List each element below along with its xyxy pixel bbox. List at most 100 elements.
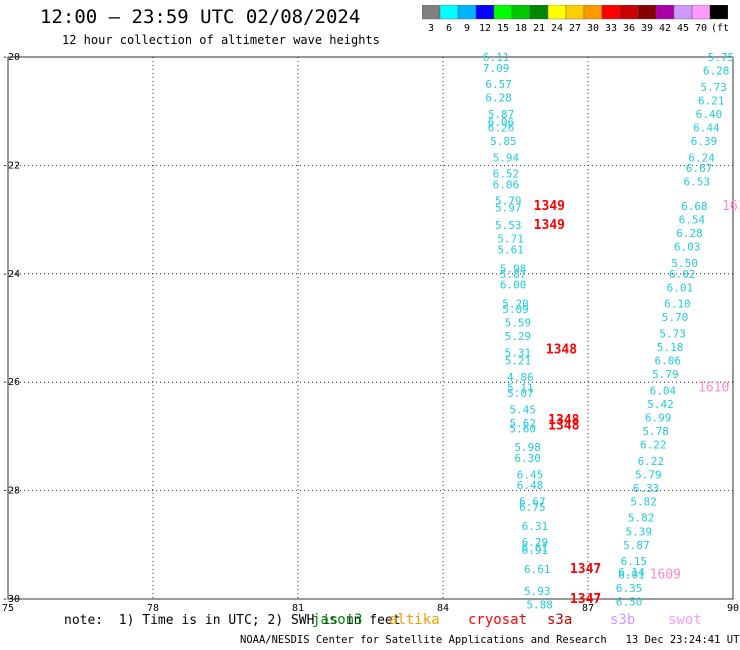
data-point-label: 6.10 — [664, 298, 691, 311]
legend-label: 27 — [569, 23, 581, 34]
data-point-label: 6.28 — [676, 227, 703, 240]
data-point-label: 6.45 — [517, 468, 544, 481]
data-point-label: 5.82 — [628, 512, 655, 525]
data-point-label: 5.97 — [495, 202, 522, 215]
y-tick-label: -22 — [2, 160, 20, 171]
data-point-label: 6.06 — [493, 178, 520, 191]
plot-frame — [7, 56, 734, 600]
data-point-label: 5.42 — [647, 398, 674, 411]
data-point-label: 5.09 — [502, 303, 529, 316]
data-point-label: 5.73 — [700, 81, 727, 94]
legend-label: 21 — [533, 23, 545, 34]
data-point-label: 6.28 — [485, 92, 512, 105]
data-point-label: 6.67 — [686, 162, 713, 175]
data-point-label: 1609 — [650, 568, 681, 583]
legend-label: (ft) — [711, 23, 728, 34]
data-point-label: 5.85 — [490, 135, 517, 148]
data-point-label: 6.21 — [698, 94, 725, 107]
legend-label: 9 — [464, 23, 470, 34]
data-point-label: 6.03 — [674, 241, 701, 254]
data-point-label: 1349 — [534, 199, 565, 214]
data-point-label: 6.91 — [522, 544, 549, 557]
data-point-label: 1347 — [570, 562, 601, 577]
legend-label: 15 — [497, 23, 509, 34]
data-point-label: 6.31 — [522, 520, 549, 533]
data-point-label: 5.87 — [623, 539, 650, 552]
data-point-label: 6.06 — [655, 355, 682, 368]
data-point-label: 5.07 — [507, 387, 534, 400]
y-tick-label: -26 — [2, 377, 20, 388]
legend-swatch — [709, 5, 728, 20]
data-point-label: 5.53 — [495, 219, 522, 232]
data-point-label: 6.48 — [517, 479, 544, 492]
data-point-label: 5.73 — [659, 327, 686, 340]
data-point-label: 5.50 — [671, 257, 698, 270]
y-tick-label: -24 — [2, 269, 20, 280]
y-tick-label: -30 — [2, 594, 20, 605]
data-point-label: 5.59 — [505, 317, 532, 330]
data-point-label: 5.94 — [493, 151, 520, 164]
data-point-label: 6.11 — [483, 51, 510, 64]
data-point-label: 6.26 — [488, 121, 515, 134]
data-point-label: 5.39 — [626, 525, 653, 538]
data-point-label: 5.98 — [514, 441, 541, 454]
data-point-label: 5.21 — [505, 355, 532, 368]
data-point-label: 1347 — [570, 592, 601, 607]
y-tick-label: -28 — [2, 486, 20, 497]
data-point-label: 6.29 — [522, 536, 549, 549]
legend-label: 36 — [623, 23, 635, 34]
data-point-label: 1348 — [548, 413, 579, 428]
data-point-label: 5.82 — [630, 495, 657, 508]
legend-label: 39 — [641, 23, 653, 34]
data-point-label: 6.02 — [669, 268, 696, 281]
data-point-label: 6.68 — [681, 200, 708, 213]
data-point-label: 6.28 — [703, 65, 730, 78]
data-point-label: 5.87 — [500, 268, 527, 281]
data-point-label: 6.14 — [618, 566, 645, 579]
x-tick-label: 90 — [727, 603, 739, 614]
data-point-label: 6.57 — [485, 78, 512, 91]
x-tick-label: 84 — [437, 603, 449, 614]
data-point-label: 5.20 — [502, 298, 529, 311]
footer-note: note: 1) Time is in UTC; 2) SWH is in fe… — [64, 613, 401, 628]
data-point-label: 6.39 — [691, 135, 718, 148]
data-point-label: 6.40 — [696, 108, 723, 121]
data-point-label: 6.54 — [679, 214, 706, 227]
data-point-label: 5.29 — [505, 330, 532, 343]
data-point-label: 1610 — [722, 199, 740, 214]
data-point-label: 6.44 — [693, 121, 720, 134]
data-point-label: 5.79 — [495, 195, 522, 208]
data-point-label: 6.06 — [488, 116, 515, 129]
legend-label: 70 — [695, 23, 707, 34]
data-point-label: 1610 — [698, 381, 729, 396]
data-point-label: 6.67 — [519, 495, 546, 508]
legend-label: 18 — [515, 23, 527, 34]
data-point-label: 6.52 — [493, 168, 520, 181]
data-point-label: 5.62 — [510, 417, 537, 430]
legend-label: 33 — [605, 23, 617, 34]
x-tick-label: 78 — [147, 603, 159, 614]
data-point-label: 6.30 — [514, 452, 541, 465]
data-point-label: 6.15 — [621, 555, 648, 568]
data-point-label: 5.79 — [652, 368, 679, 381]
legend-label: 24 — [551, 23, 563, 34]
data-point-label: 5.31 — [505, 346, 532, 359]
legend-label: 6 — [446, 23, 452, 34]
data-point-label: 5.71 — [497, 233, 524, 246]
data-point-label: 1349 — [534, 218, 565, 233]
data-point-label: 1348 — [548, 419, 579, 434]
data-point-label: 6.61 — [524, 563, 551, 576]
data-point-label: 5.18 — [657, 341, 684, 354]
legend-label: 12 — [479, 23, 491, 34]
page-title: 12:00 – 23:59 UTC 02/08/2024 — [40, 6, 361, 28]
data-point-label: 6.01 — [667, 281, 694, 294]
data-point-label: 5.60 — [510, 422, 537, 435]
page-subtitle: 12 hour collection of altimeter wave hei… — [62, 33, 380, 47]
data-point-label: 7.09 — [483, 62, 510, 75]
data-point-label: 6.22 — [640, 439, 667, 452]
data-point-label: 5.61 — [497, 243, 524, 256]
data-point-label: 1348 — [546, 343, 577, 358]
data-point-label: 6.99 — [645, 411, 672, 424]
data-point-label: 5.88 — [526, 598, 553, 611]
x-tick-label: 81 — [292, 603, 304, 614]
